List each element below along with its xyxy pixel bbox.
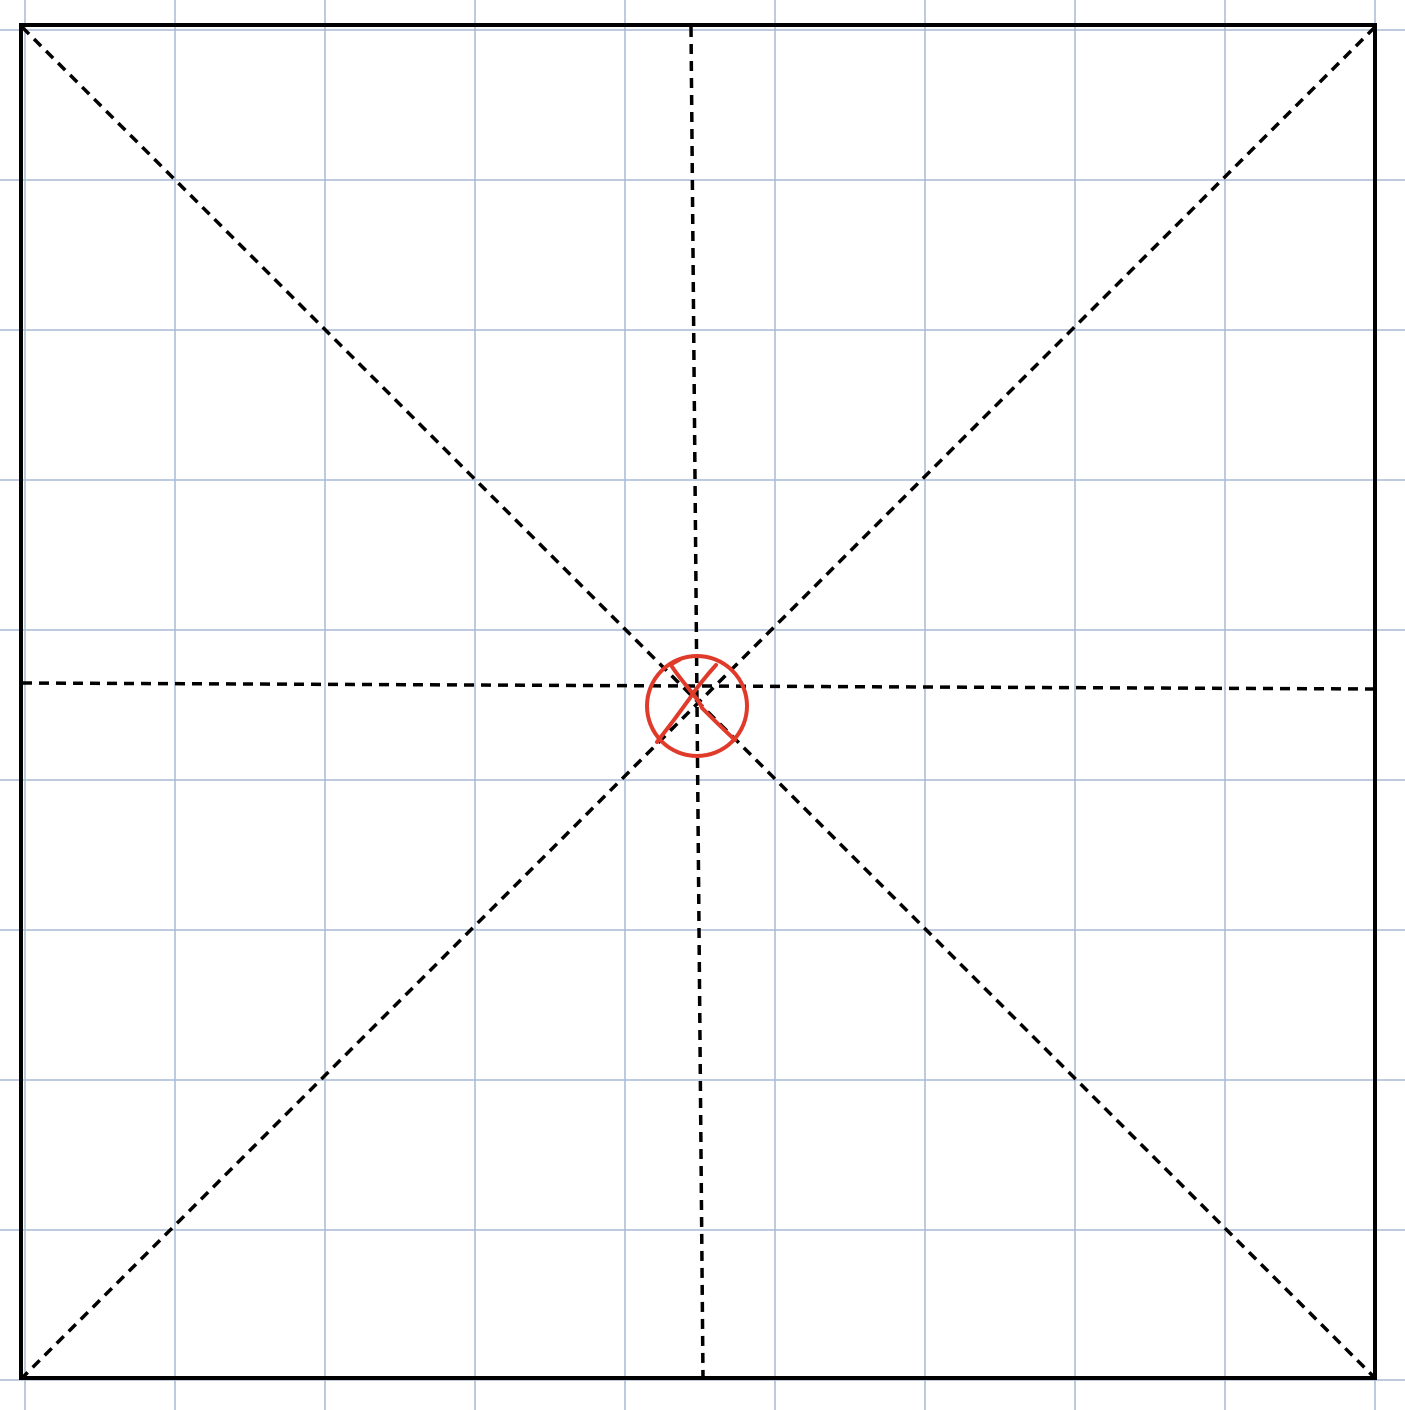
horizontal-guide-line xyxy=(21,681,1376,691)
circled-x-mark xyxy=(645,654,749,758)
mark-stroke-right xyxy=(655,663,718,744)
outer-frame xyxy=(19,23,1377,1380)
mark-stroke-left xyxy=(669,663,737,742)
mark-circle xyxy=(645,654,749,758)
mark-hook xyxy=(669,658,682,667)
vertical-guide-line xyxy=(689,26,705,1379)
